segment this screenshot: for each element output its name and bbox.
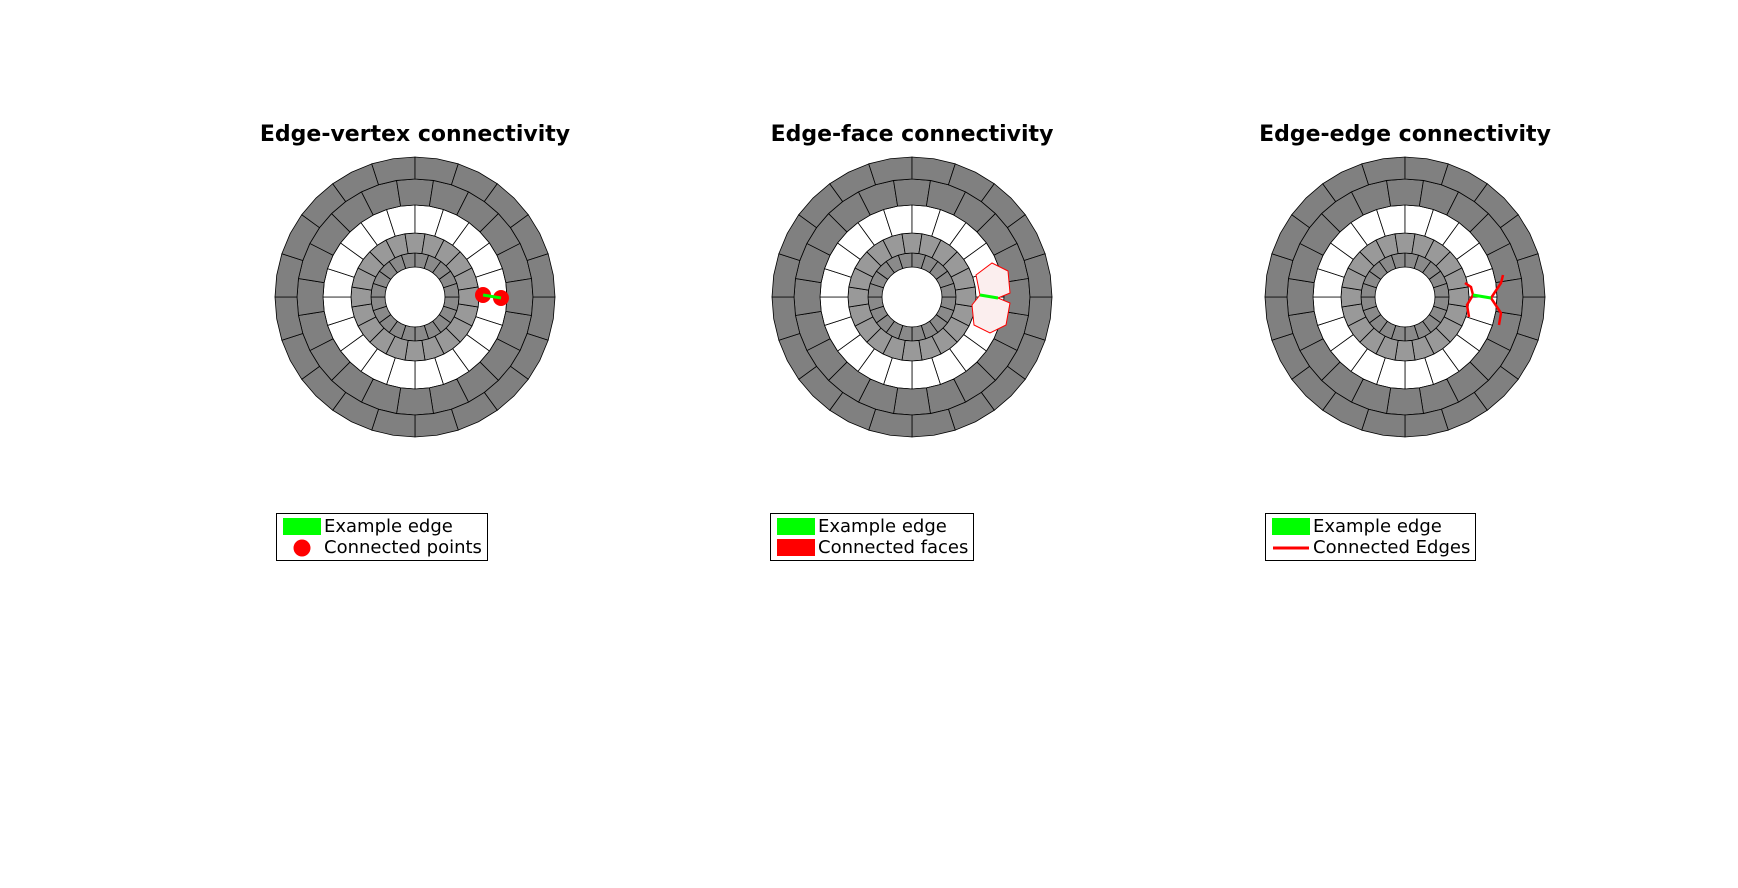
panel-edge-face: Edge-face connectivity Example edge Conn… — [702, 110, 1122, 580]
legend-label: Connected Edges — [1313, 537, 1471, 558]
panel-title: Edge-edge connectivity — [1259, 122, 1551, 147]
mesh-cell — [396, 178, 434, 207]
red-dot-icon — [280, 538, 324, 557]
example-edge — [979, 293, 999, 300]
red-patch-icon — [774, 538, 818, 557]
legend-edge-face: Example edge Connected faces — [770, 513, 975, 561]
legend-entry-example-edge: Example edge — [774, 516, 970, 537]
legend-label: Example edge — [324, 516, 453, 537]
panel-edge-vertex: Edge-vertex connectivity Example edge Co… — [205, 110, 625, 580]
legend-entry-example-edge: Example edge — [280, 516, 484, 537]
mesh-cell — [1448, 286, 1470, 308]
mesh-cell — [893, 178, 931, 207]
mesh-cell — [893, 387, 931, 416]
mesh-cell — [526, 253, 556, 298]
panel-edge-edge: Edge-edge connectivity Example edge Conn… — [1195, 110, 1615, 580]
connected-edge — [1489, 274, 1505, 299]
green-patch-icon — [280, 517, 324, 536]
connected-edge — [1464, 281, 1475, 296]
mesh-cell — [1286, 278, 1315, 316]
mesh-cell — [396, 387, 434, 416]
mesh-plot-edge-vertex — [274, 156, 556, 438]
panel-title: Edge-vertex connectivity — [259, 122, 571, 147]
mesh-plot-edge-face — [771, 156, 1053, 438]
legend-edge-edge: Example edge Connected Edges — [1265, 513, 1477, 561]
mesh-cell — [1386, 387, 1424, 416]
legend-label: Example edge — [818, 516, 947, 537]
legend-label: Connected faces — [818, 537, 969, 558]
connected-face — [971, 294, 1011, 334]
mesh-cell — [1023, 253, 1053, 298]
green-patch-icon — [774, 517, 818, 536]
legend-entry-connected-points: Connected points — [280, 537, 484, 558]
green-patch-icon — [1269, 517, 1313, 536]
legend-entry-connected-faces: Connected faces — [774, 537, 970, 558]
legend-label: Example edge — [1313, 516, 1442, 537]
mesh-cell — [296, 278, 325, 316]
mesh-cell — [1386, 178, 1424, 207]
mesh-cell — [793, 278, 822, 316]
connected-edge — [1489, 297, 1503, 326]
connected-edge — [1465, 294, 1475, 318]
legend-entry-connected-edges: Connected Edges — [1269, 537, 1472, 558]
mesh-plot-edge-edge — [1264, 156, 1546, 438]
panel-title: Edge-face connectivity — [770, 122, 1054, 147]
red-line-icon — [1269, 538, 1313, 557]
example-edge — [482, 293, 502, 300]
mesh-cell — [1516, 253, 1546, 298]
legend-label: Connected points — [324, 537, 482, 558]
legend-entry-example-edge: Example edge — [1269, 516, 1472, 537]
legend-edge-vertex: Example edge Connected points — [276, 513, 488, 561]
example-edge — [1472, 293, 1492, 300]
mesh-cell — [505, 278, 534, 316]
